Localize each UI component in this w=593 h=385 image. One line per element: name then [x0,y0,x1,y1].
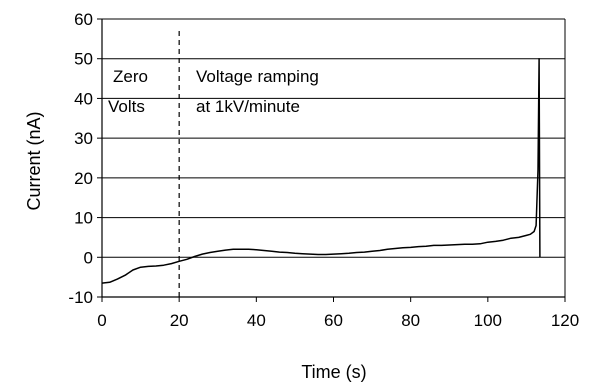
y-tick-label: 30 [74,129,93,148]
y-tick-label: -10 [68,288,93,307]
series-line [101,57,541,284]
x-tick-label: 0 [97,311,106,330]
y-tick-label: 0 [84,248,93,267]
gridlines [102,18,566,297]
annotation-voltage-ramping-line2: at 1kV/minute [196,97,300,116]
annotation-voltage-ramping-line1: Voltage ramping [196,67,319,86]
y-tick-label: 50 [74,50,93,69]
y-tick-label: 60 [74,10,93,29]
y-axis-title: Current (nA) [24,111,44,210]
y-tick-label: 20 [74,169,93,188]
x-tick-label: 60 [324,311,343,330]
x-tick-label: 40 [247,311,266,330]
x-tick-label: 80 [401,311,420,330]
x-axis-title: Time (s) [301,362,366,382]
x-tick-label: 120 [551,311,579,330]
y-tick-label: 10 [74,209,93,228]
annotation-zero-volts-line1: Zero [113,67,148,86]
annotation-zero-volts-line2: Volts [108,97,145,116]
x-tick-label: 100 [474,311,502,330]
y-tick-label: 40 [74,89,93,108]
x-tick-label: 20 [170,311,189,330]
